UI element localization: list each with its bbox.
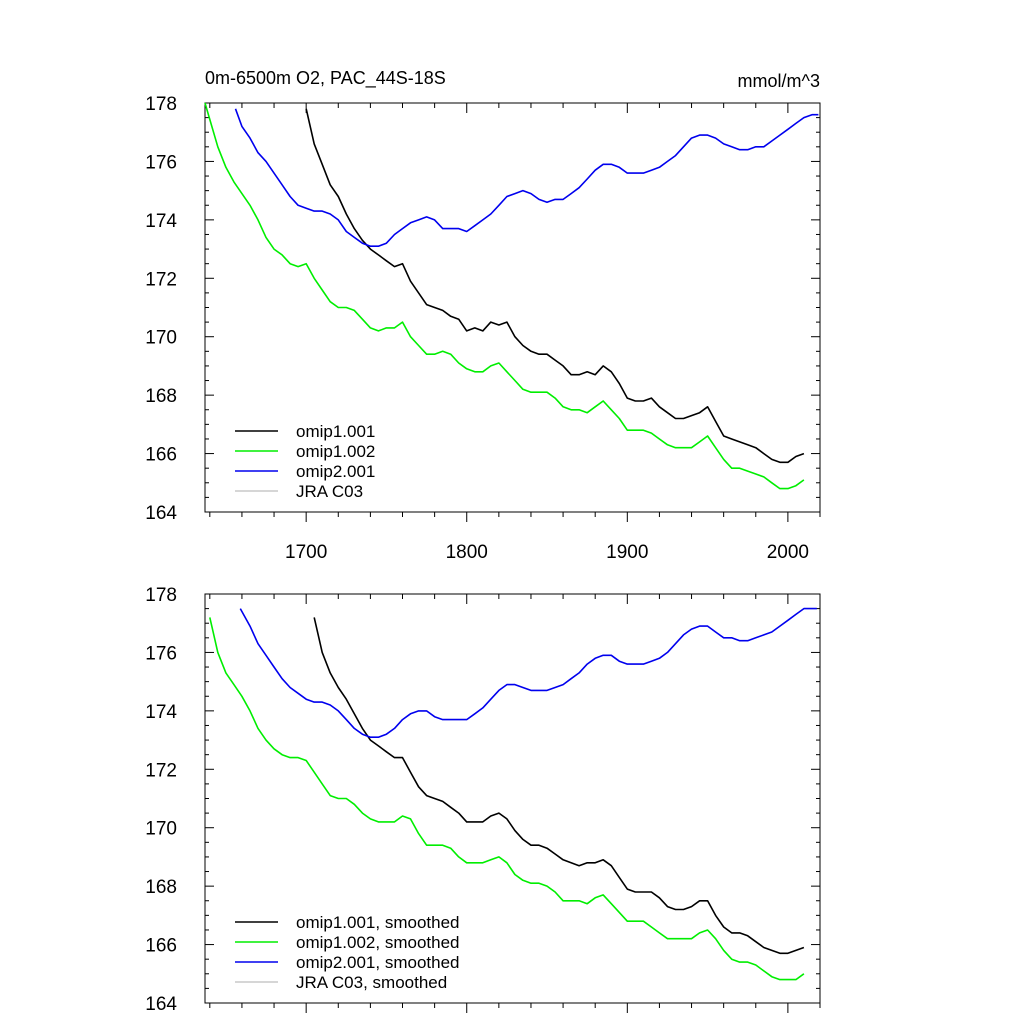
series-line-0 [313, 617, 805, 955]
y-tick-label: 168 [145, 877, 177, 898]
legend-label: omip1.002, smoothed [296, 933, 460, 952]
y-tick-label: 172 [145, 760, 177, 781]
series-line-1 [204, 102, 805, 490]
series-line-2 [239, 607, 817, 739]
y-tick-label: 166 [145, 936, 177, 957]
series-line-2 [234, 108, 819, 247]
y-tick-label: 172 [145, 269, 177, 290]
y-tick-label: 170 [145, 819, 177, 840]
legend-label: JRA C03, smoothed [296, 973, 447, 992]
y-tick-label: 174 [145, 702, 177, 723]
y-tick-label: 178 [145, 585, 177, 606]
legend-label: omip2.001, smoothed [296, 953, 460, 972]
top-panel: 0m-6500m O2, PAC_44S-18S mmol/m^3 164 166… [145, 68, 821, 563]
legend-label: omip1.001 [296, 422, 375, 441]
y-tick-label: 170 [145, 328, 177, 349]
y-tick-label: 176 [145, 152, 177, 173]
bottom-panel: 164 166 168 170 172 174 176 178 omip1.001, smoot… [145, 585, 821, 1015]
legend-label: omip2.001 [296, 462, 375, 481]
y-tick-label: 164 [145, 503, 177, 524]
x-tick-label: 2000 [767, 542, 809, 563]
series-line-0 [305, 108, 805, 464]
y-tick-label: 164 [145, 994, 177, 1015]
y-tick-label: 178 [145, 94, 177, 115]
y-tick-label: 166 [145, 445, 177, 466]
x-tick-label: 1900 [606, 542, 648, 563]
legend-label: JRA C03 [296, 482, 363, 501]
series-line-1 [209, 617, 805, 981]
y-tick-label: 174 [145, 211, 177, 232]
y-tick-label: 176 [145, 643, 177, 664]
y-tick-label: 168 [145, 386, 177, 407]
x-tick-label: 1800 [446, 542, 488, 563]
legend-label: omip1.001, smoothed [296, 913, 460, 932]
x-tick-label: 1700 [285, 542, 327, 563]
units-label: mmol/m^3 [738, 71, 820, 91]
chart-title: 0m-6500m O2, PAC_44S-18S [205, 68, 446, 89]
legend-label: omip1.002 [296, 442, 375, 461]
